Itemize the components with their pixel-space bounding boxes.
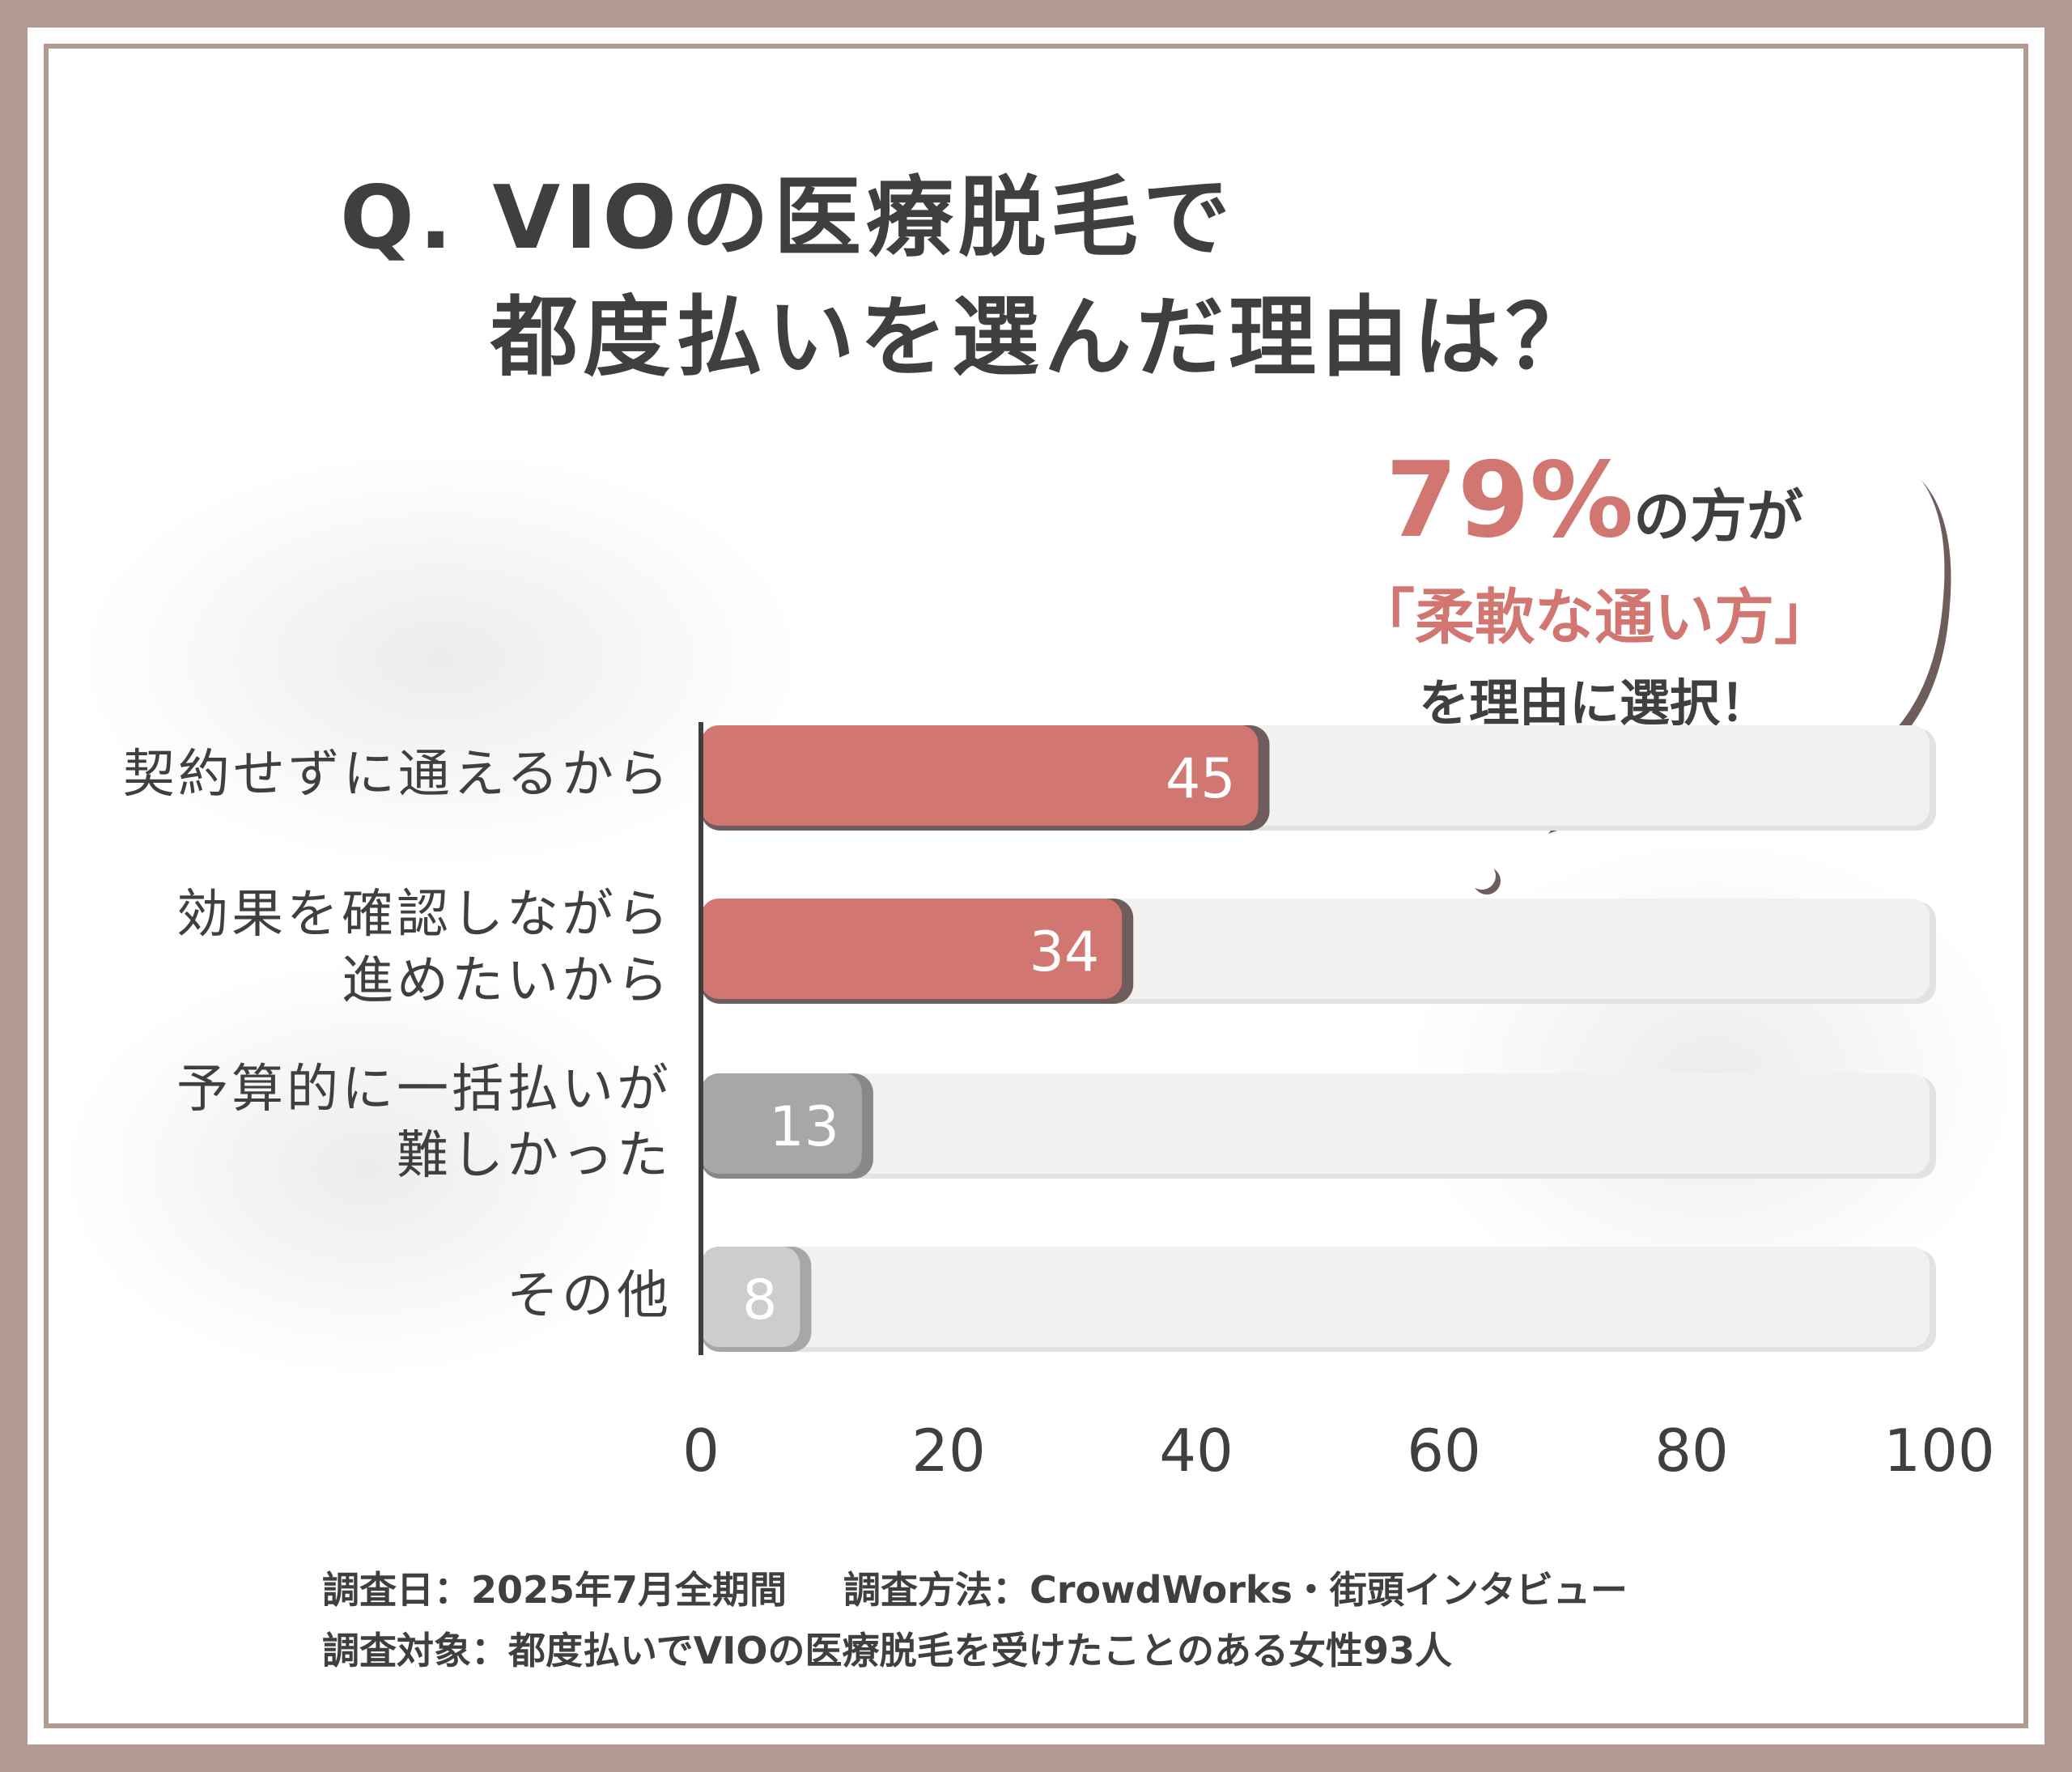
footer-line-1: 調査日：2025年7月全期間 調査方法：CrowdWorks・街頭インタビュー xyxy=(322,1561,1628,1614)
y-axis-line xyxy=(698,722,703,1355)
bar-track xyxy=(701,1247,1930,1347)
callout-line-1: 79%の方が xyxy=(1234,440,1955,561)
category-label-line: その他 xyxy=(507,1266,672,1326)
category-label: その他 xyxy=(507,1263,672,1329)
category-label-line: 効果を確認しながら xyxy=(176,885,672,945)
category-label: 予算的に一括払いが 難しかった xyxy=(176,1056,672,1189)
callout-percent: 79% xyxy=(1385,440,1634,561)
bar-value-label: 8 xyxy=(742,1268,777,1332)
bar xyxy=(701,899,1123,999)
x-tick-label: 0 xyxy=(682,1417,720,1485)
x-tick-label: 20 xyxy=(911,1417,986,1485)
x-tick-label: 40 xyxy=(1159,1417,1233,1485)
x-tick-label: 60 xyxy=(1407,1417,1481,1485)
bar-value-label: 45 xyxy=(1166,747,1236,811)
bar-value-label: 13 xyxy=(769,1095,839,1159)
category-label: 契約せずに通えるから xyxy=(123,742,672,808)
bar xyxy=(701,1073,862,1174)
bar xyxy=(701,725,1259,826)
x-tick-label: 80 xyxy=(1654,1417,1729,1485)
title-line-2: 都度払いを選んだ理由は？ xyxy=(490,287,1599,389)
inner-frame xyxy=(44,44,2028,1728)
background-shade xyxy=(76,448,805,869)
bar xyxy=(701,1247,800,1347)
background-shade xyxy=(60,958,675,1379)
survey-method: 調査方法：CrowdWorks・街頭インタビュー xyxy=(843,1568,1628,1612)
x-tick-label: 100 xyxy=(1883,1417,1995,1485)
callout-highlight: 「柔軟な通い方」 xyxy=(1355,583,1834,652)
callout-percent-suffix: の方が xyxy=(1633,483,1804,550)
category-label-line: 難しかった xyxy=(397,1126,672,1186)
category-label-line: 進めたいから xyxy=(342,951,672,1011)
category-label-line: 予算的に一括払いが xyxy=(176,1060,672,1120)
survey-date: 調査日：2025年7月全期間 xyxy=(322,1568,788,1612)
bar-value-label: 34 xyxy=(1030,920,1100,984)
category-label: 効果を確認しながら 進めたいから xyxy=(176,882,672,1014)
survey-target: 調査対象：都度払いでVIOの医療脱毛を受けたことのある女性93人 xyxy=(322,1629,1452,1672)
category-label-line: 契約せずに通えるから xyxy=(122,745,672,805)
bar-track xyxy=(701,1073,1930,1174)
callout-line-3: を理由に選択！ xyxy=(1418,674,1770,733)
title-line-1: Q. VIOの医療脱毛で xyxy=(340,168,1236,269)
